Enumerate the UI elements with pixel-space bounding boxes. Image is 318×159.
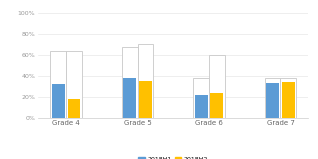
Bar [123, 78, 136, 118]
Bar [51, 51, 66, 118]
Bar [195, 95, 208, 118]
Bar [280, 78, 296, 118]
Bar [193, 78, 209, 118]
Bar [265, 78, 280, 118]
Legend: 2018H1, 2018H2: 2018H1, 2018H2 [136, 155, 210, 159]
Bar [138, 45, 153, 118]
Bar [68, 99, 80, 118]
Bar [211, 93, 223, 118]
Bar [266, 83, 279, 118]
Bar [282, 82, 295, 118]
Bar [66, 51, 82, 118]
Bar [209, 55, 225, 118]
Bar [122, 47, 138, 118]
Bar [52, 84, 65, 118]
Bar [139, 81, 152, 118]
